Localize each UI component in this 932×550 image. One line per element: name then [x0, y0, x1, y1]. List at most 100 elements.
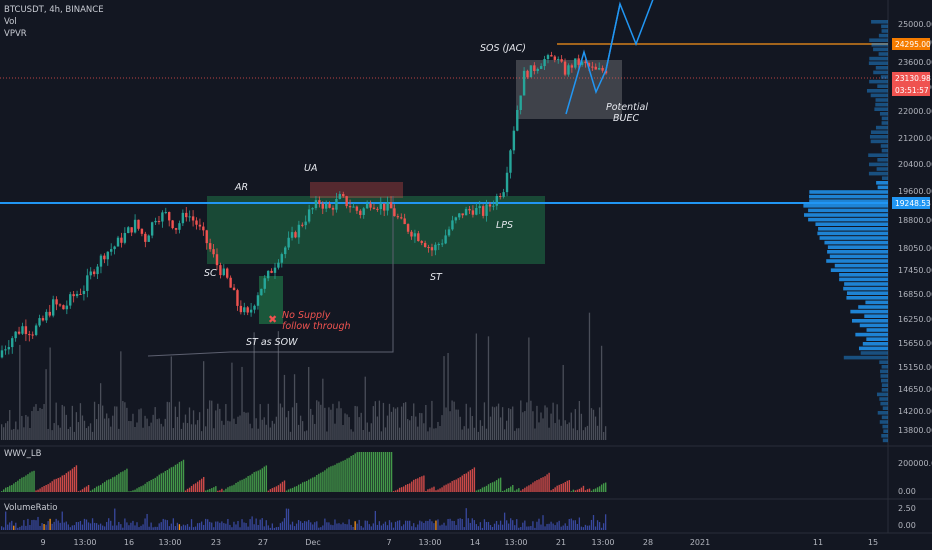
vpvr-bar — [882, 438, 888, 443]
candle-body — [99, 255, 103, 267]
wwv-bar — [477, 489, 480, 492]
volume-ratio-bar — [340, 524, 342, 530]
candle-body — [475, 208, 478, 215]
volume-ratio-bar — [362, 527, 364, 530]
time-axis[interactable]: 9 13:00 16 13:00 23 27 Dec 7 13:00 14 13:00 21 13:00… — [40, 538, 878, 547]
wwv-bar — [83, 487, 86, 492]
wwv-bar — [413, 479, 415, 492]
volume-ratio-bar — [457, 518, 459, 530]
wwv-bar — [229, 486, 231, 492]
wwv-bar — [594, 488, 597, 492]
volume-bar — [501, 407, 504, 440]
vpvr-bar — [879, 397, 888, 401]
volume-bar — [479, 420, 482, 440]
wwv-bar — [160, 473, 162, 492]
current-price-badge — [892, 72, 930, 84]
volume-bar — [91, 431, 94, 440]
volume-bar — [366, 422, 368, 440]
candle-body — [461, 213, 464, 216]
vpvr-bar — [843, 286, 888, 291]
candle-body — [198, 224, 202, 227]
volume-bar — [81, 415, 84, 440]
volume-bar — [477, 431, 480, 440]
candle-body — [574, 58, 577, 68]
volume-ratio-bar — [503, 512, 506, 530]
volume-ratio-bar — [398, 520, 401, 530]
volume-bar — [277, 331, 280, 440]
volume-ratio-bar — [342, 522, 344, 530]
volume-bar — [297, 424, 300, 440]
candle-body — [297, 224, 301, 238]
wwv-bar — [370, 452, 373, 492]
volume-bar — [166, 401, 168, 440]
volume-ratio-bar — [233, 521, 235, 530]
volume-bar — [11, 429, 13, 440]
volume-bar — [342, 425, 344, 440]
wwv-bar — [453, 480, 455, 492]
volume-bar — [122, 401, 124, 440]
wwv-bar — [132, 490, 134, 492]
wwv-bar — [340, 461, 342, 492]
volume-bar — [174, 406, 177, 440]
time-tick: 27 — [258, 538, 268, 547]
volume-bar — [301, 421, 304, 440]
wwv-bar — [400, 487, 403, 492]
candle-body — [505, 172, 509, 193]
wwv-bar — [241, 479, 243, 492]
wwv-bar — [235, 482, 237, 492]
wwv-bar — [336, 463, 338, 492]
candle-body — [277, 262, 280, 268]
vpvr-bar — [881, 365, 888, 369]
candle-body — [215, 254, 219, 266]
wwv-bar — [162, 472, 164, 492]
volume-ratio-bar — [55, 518, 57, 530]
volume-ratio-bar — [344, 523, 346, 530]
wwv-bar — [320, 472, 322, 492]
candle-body — [14, 331, 17, 339]
volume-ratio-bar — [384, 521, 387, 530]
volume-bar — [211, 400, 213, 440]
volume-ratio-bar — [114, 508, 116, 530]
volume-bar — [108, 418, 110, 440]
candle-body — [420, 241, 423, 243]
wwv-bar — [31, 471, 33, 492]
volume-ratio-bar — [203, 524, 205, 530]
vpvr-bar — [804, 213, 888, 217]
vpvr-bar — [883, 429, 888, 433]
volume-bar — [136, 422, 138, 440]
candle-body — [331, 207, 335, 210]
volume-ratio-bar — [310, 522, 312, 530]
price-tick: 20400.00 — [898, 160, 932, 169]
volume-ratio-bar — [229, 524, 231, 530]
volume-bar — [186, 423, 189, 440]
volume-bar — [318, 401, 320, 440]
price-tick: 14650.00 — [898, 385, 932, 394]
volume-ratio-bar — [235, 524, 237, 530]
vpvr-bar — [881, 24, 888, 29]
wwv-tick-top: 200000.00 — [898, 459, 932, 468]
wwv-bar — [360, 452, 362, 492]
volume-bar — [489, 416, 492, 440]
wwv-bar — [409, 483, 411, 492]
volume-bar — [138, 409, 140, 440]
wwv-bar — [392, 491, 395, 492]
time-tick: 14 — [470, 538, 480, 547]
candle-body — [212, 249, 215, 255]
volume-bar — [520, 400, 522, 440]
candle-body — [181, 212, 185, 224]
vpvr-bar — [870, 139, 888, 144]
volume-ratio-bar — [548, 523, 550, 530]
volume-ratio-bar — [209, 521, 211, 530]
volume-ratio-bar — [35, 520, 37, 530]
time-tick: 9 — [40, 538, 45, 547]
volume-ratio-bar — [33, 519, 35, 530]
candle-body — [454, 217, 458, 221]
candle-body — [481, 206, 485, 216]
volume-bar — [279, 403, 282, 440]
wwv-bar — [485, 485, 488, 492]
volume-ratio-bar — [360, 525, 362, 530]
candle-body — [154, 220, 157, 223]
volume-ratio-bar — [200, 521, 203, 530]
volume-ratio-bar — [443, 522, 445, 530]
